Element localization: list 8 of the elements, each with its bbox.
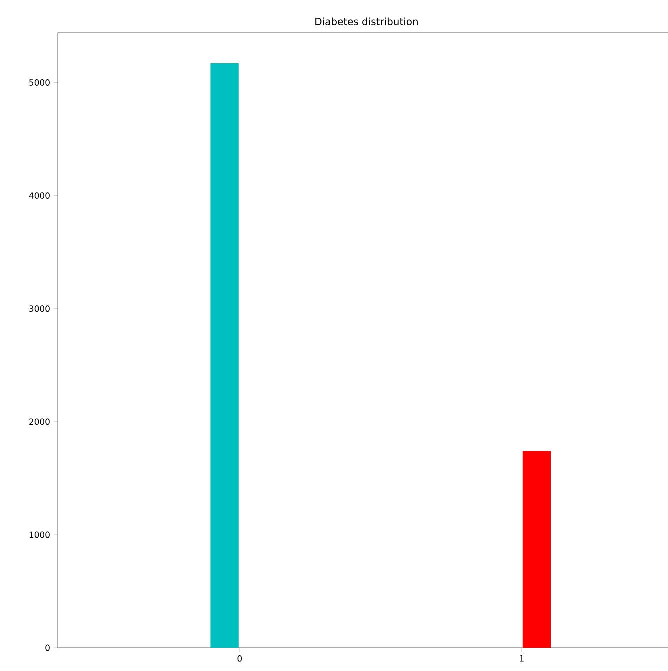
y-tick-label: 0 <box>46 644 50 652</box>
x-tick-label: 1 <box>520 656 524 662</box>
y-tick-label: 5000 <box>30 80 50 86</box>
y-tick-label: 4000 <box>29 192 50 199</box>
y-tick-label: 2000 <box>30 418 50 426</box>
chart-title: Diabetes distribution <box>316 18 418 26</box>
y-tick-label: 1000 <box>30 532 50 538</box>
y-tick-label: 3000 <box>30 306 50 312</box>
